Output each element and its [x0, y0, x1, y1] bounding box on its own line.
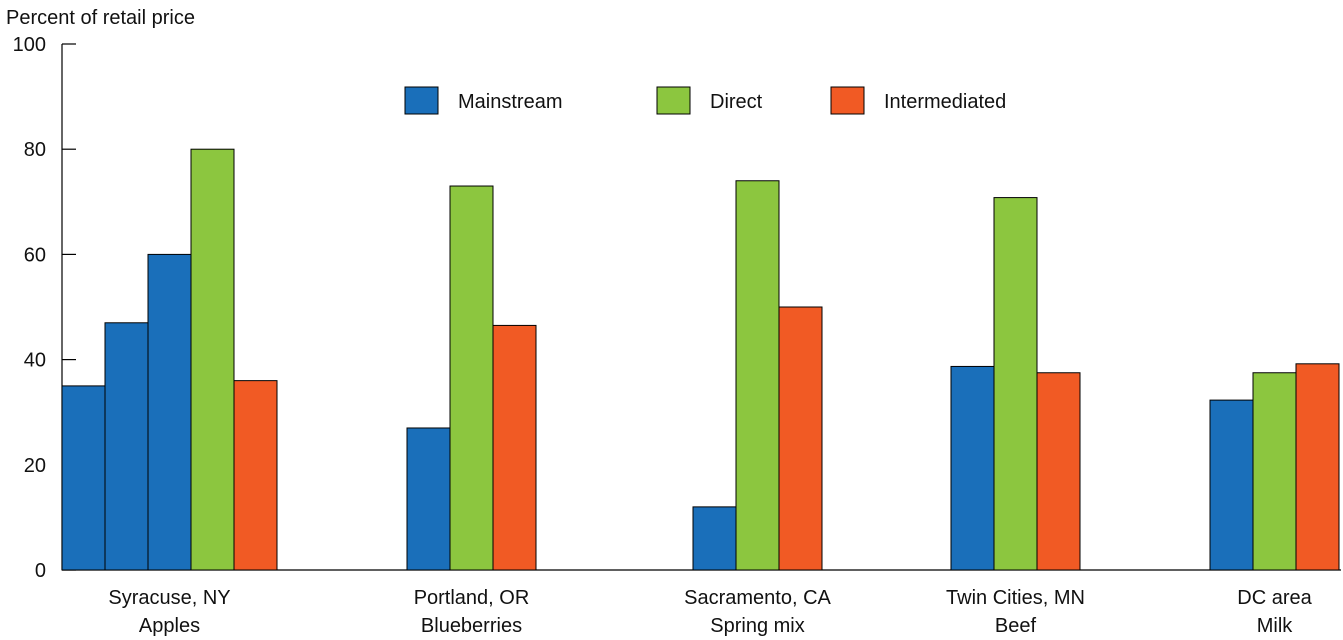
category-label-product: Spring mix: [710, 615, 804, 637]
category-label-place: DC area: [1237, 587, 1312, 609]
bar-intermediated: [1295, 363, 1340, 571]
category-label-place: Sacramento, CA: [684, 587, 831, 609]
y-axis-title: Percent of retail price: [6, 7, 195, 29]
category-labels: Syracuse, NY Apples Portland, OR Blueberrie…: [108, 587, 1312, 637]
bar-intermediated: [1036, 372, 1081, 571]
y-tick-label: 100: [13, 34, 46, 56]
legend-label: Intermediated: [884, 91, 1006, 113]
bar-direct: [735, 180, 780, 571]
bar-direct: [1252, 372, 1297, 571]
legend-swatch: [830, 86, 865, 115]
y-tick-label: 60: [24, 244, 46, 266]
bar-mainstream: [147, 253, 192, 571]
category-label-product: Beef: [995, 615, 1037, 637]
legend-swatch: [404, 86, 439, 115]
category-label-product: Apples: [139, 615, 200, 637]
category-label-place: Portland, OR: [414, 587, 530, 609]
bar-intermediated: [492, 324, 537, 571]
category-label-product: Blueberries: [421, 615, 522, 637]
category-label-place: Twin Cities, MN: [946, 587, 1085, 609]
legend-label: Direct: [710, 91, 763, 113]
bar-intermediated: [778, 306, 823, 571]
bar-direct: [993, 197, 1038, 571]
bar-direct: [190, 148, 235, 571]
y-tick-label: 20: [24, 455, 46, 477]
bar-series: [61, 148, 1340, 571]
bar-mainstream: [692, 506, 737, 571]
bar-intermediated: [233, 380, 278, 571]
legend-label: Mainstream: [458, 91, 562, 113]
bar-mainstream: [950, 365, 995, 571]
y-tick-label: 0: [35, 560, 46, 582]
bar-mainstream: [1209, 399, 1254, 571]
category-label-product: Milk: [1257, 615, 1294, 637]
y-tick-label: 40: [24, 350, 46, 372]
bar-direct: [449, 185, 494, 571]
y-tick-label: 80: [24, 139, 46, 161]
bar-mainstream: [406, 427, 451, 571]
y-axis-ticks: 0 20 40 60 80 100: [13, 34, 76, 582]
legend-swatch: [656, 86, 691, 115]
bar-mainstream: [104, 322, 149, 571]
bar-mainstream: [61, 385, 106, 571]
category-label-place: Syracuse, NY: [108, 587, 230, 609]
legend: Mainstream Direct Intermediated: [404, 86, 1006, 115]
